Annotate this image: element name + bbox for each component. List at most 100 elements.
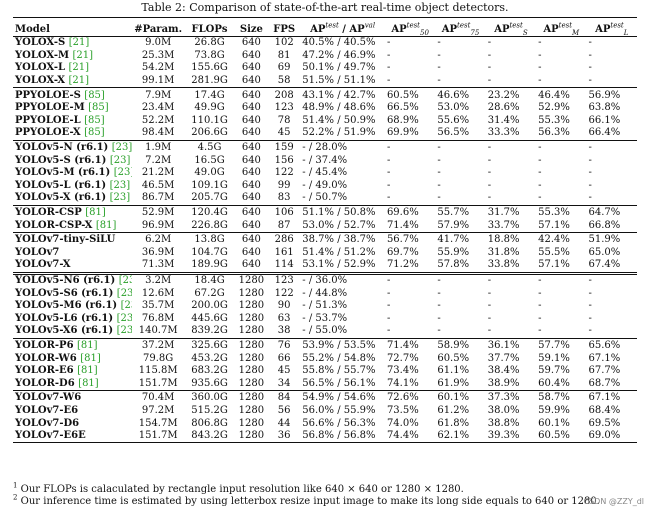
cell-apl: 51.9% [586,231,637,247]
cell-size: 1280 [238,300,265,312]
citation-link[interactable]: [81] [78,377,99,389]
cell-param: 98.4M [141,127,175,139]
citation-link[interactable]: [81] [95,219,117,231]
cell-ap75: 55.7% [435,204,486,220]
cell-model: YOLOv7-W6 [13,390,132,405]
citation-link[interactable]: [23] [118,274,132,286]
citation-link[interactable]: [23] [120,300,132,312]
cell-ap: 53.9% / 53.5% [300,337,385,353]
cell-model: YOLOX-S [21] [15,37,90,49]
cell-param: 76.8M [141,312,175,324]
cell-apm: - [538,75,542,87]
citation-link[interactable]: [85] [84,114,105,126]
cell-param: 154.7M [138,417,178,429]
cell-apl: - [586,139,637,155]
cell-apl: 69.0% [586,429,637,444]
cell-param: 52.2M [141,114,175,126]
cell-ap75: 55.6% [437,114,470,126]
cell-flops: 189.9G [191,259,228,271]
cell-apm: - [538,179,542,191]
cell-size: 640 [241,167,261,179]
cell-param: 99.1M [141,75,175,87]
cell-ap50: 73.5% [386,404,419,416]
cell-ap75: - [437,154,441,166]
table-row: YOLOv5-L (r6.1) [23] 46.5M 109.1G 640 99 - / … [13,180,637,193]
cell-size: 1280 [238,325,265,337]
table-row: PPYOLOE-L [85] 52.2M 110.1G 640 78 51.4% / 50… [13,115,637,128]
cell-ap50: 56.7% [384,231,436,247]
table-row: YOLOR-P6 [81] 37.2M 325.6G 1280 76 53.9% / 53… [13,337,637,353]
citation-link[interactable]: [23] [116,312,132,324]
cell-model: YOLOR-P6 [81] [13,337,132,353]
cell-apm: 59.1% [538,352,570,364]
cell-ap50: 69.9% [386,127,419,139]
cell-size: 640 [241,127,261,139]
cell-model: YOLOv7-E6E [13,429,132,444]
cell-size: 640 [241,154,261,166]
cell-ap50: - [386,62,391,74]
cell-aps: - [487,62,492,74]
watermark-text: CSDN @ZZY_dl [583,497,645,506]
cell-model: YOLOv5-N (r6.1) [23] [13,139,132,155]
header-aps: APtestS [494,21,528,37]
cell-fps: 83 [277,192,291,204]
citation-link[interactable]: [23] [113,167,132,179]
cell-ap: 51.4% / 51.2% [302,246,376,258]
cell-apl: 68.4% [588,404,621,416]
cell-apm: 58.7% [536,390,587,405]
table-row: YOLOv7 36.9M 104.7G 640 161 51.4% / 51.2% 69.7… [13,247,637,260]
cell-fps: 122 [274,287,294,299]
cell-apl: - [588,154,592,166]
citation-link[interactable]: [81] [77,365,98,377]
citation-link[interactable]: [21] [68,37,90,49]
cell-apm: - [538,192,542,204]
citation-link[interactable]: [23] [111,142,132,154]
cell-ap: 38.7% / 38.7% [300,231,385,247]
citation-link[interactable]: [85] [84,127,105,139]
citation-link[interactable]: [81] [77,339,98,351]
citation-link[interactable]: [85] [88,102,109,114]
cell-apm: 60.5% [536,429,587,444]
cell-apm: - [538,300,542,312]
table-row: YOLOv5-S6 (r6.1) [23] 12.6M 67.2G 1280 122 - … [13,287,637,300]
cell-apm: 57.7% [536,337,587,353]
cell-ap: - / 51.3% [302,300,348,312]
cell-aps: - [487,312,492,324]
citation-link[interactable]: [23] [109,154,131,166]
table-row: YOLOR-D6 [81] 151.7M 935.6G 1280 34 56.5% / 5… [13,377,637,390]
cell-apm: - [538,49,542,61]
cell-ap: 47.2% / 46.9% [302,49,376,61]
citation-link[interactable]: [23] [116,287,132,299]
cell-ap: 50.1% / 49.7% [302,62,376,74]
cell-size: 640 [241,179,261,191]
citation-link[interactable]: [81] [80,352,101,364]
citation-link[interactable]: [85] [84,89,105,101]
citation-link[interactable]: [21] [72,49,94,61]
citation-link[interactable]: [21] [68,62,90,74]
cell-param: 3.2M [131,271,185,288]
cell-ap: 51.1% / 50.8% [300,204,385,220]
cell-model: YOLOX-L [21] [15,62,90,74]
cell-fps: 114 [274,259,294,271]
citation-link[interactable]: [23] [116,325,132,337]
cell-param: 79.8G [143,352,174,364]
citation-link[interactable]: [21] [68,75,90,87]
citation-link[interactable]: [23] [109,192,131,204]
cell-apl: 67.1% [588,352,621,364]
table-row: YOLOv7-E6E 151.7M 843.2G 1280 36 56.8% / 56.8… [13,429,637,444]
citation-link[interactable]: [23] [109,179,131,191]
cell-ap75: 46.6% [435,87,486,102]
cell-fps: 66 [277,352,291,364]
cell-ap75: - [437,325,441,337]
cell-apm: - [538,167,542,179]
cell-param: 21.2M [141,167,175,179]
cell-fps: 63 [277,312,291,324]
cell-apl: - [588,325,592,337]
cell-param: 12.6M [141,287,175,299]
citation-link[interactable]: [81] [85,207,106,219]
table-row: YOLOR-E6 [81] 115.8M 683.2G 1280 45 55.8% / 5… [13,365,637,378]
cell-ap75: - [437,300,441,312]
cell-ap50: 66.5% [386,102,419,114]
cell-size: 640 [241,219,261,231]
